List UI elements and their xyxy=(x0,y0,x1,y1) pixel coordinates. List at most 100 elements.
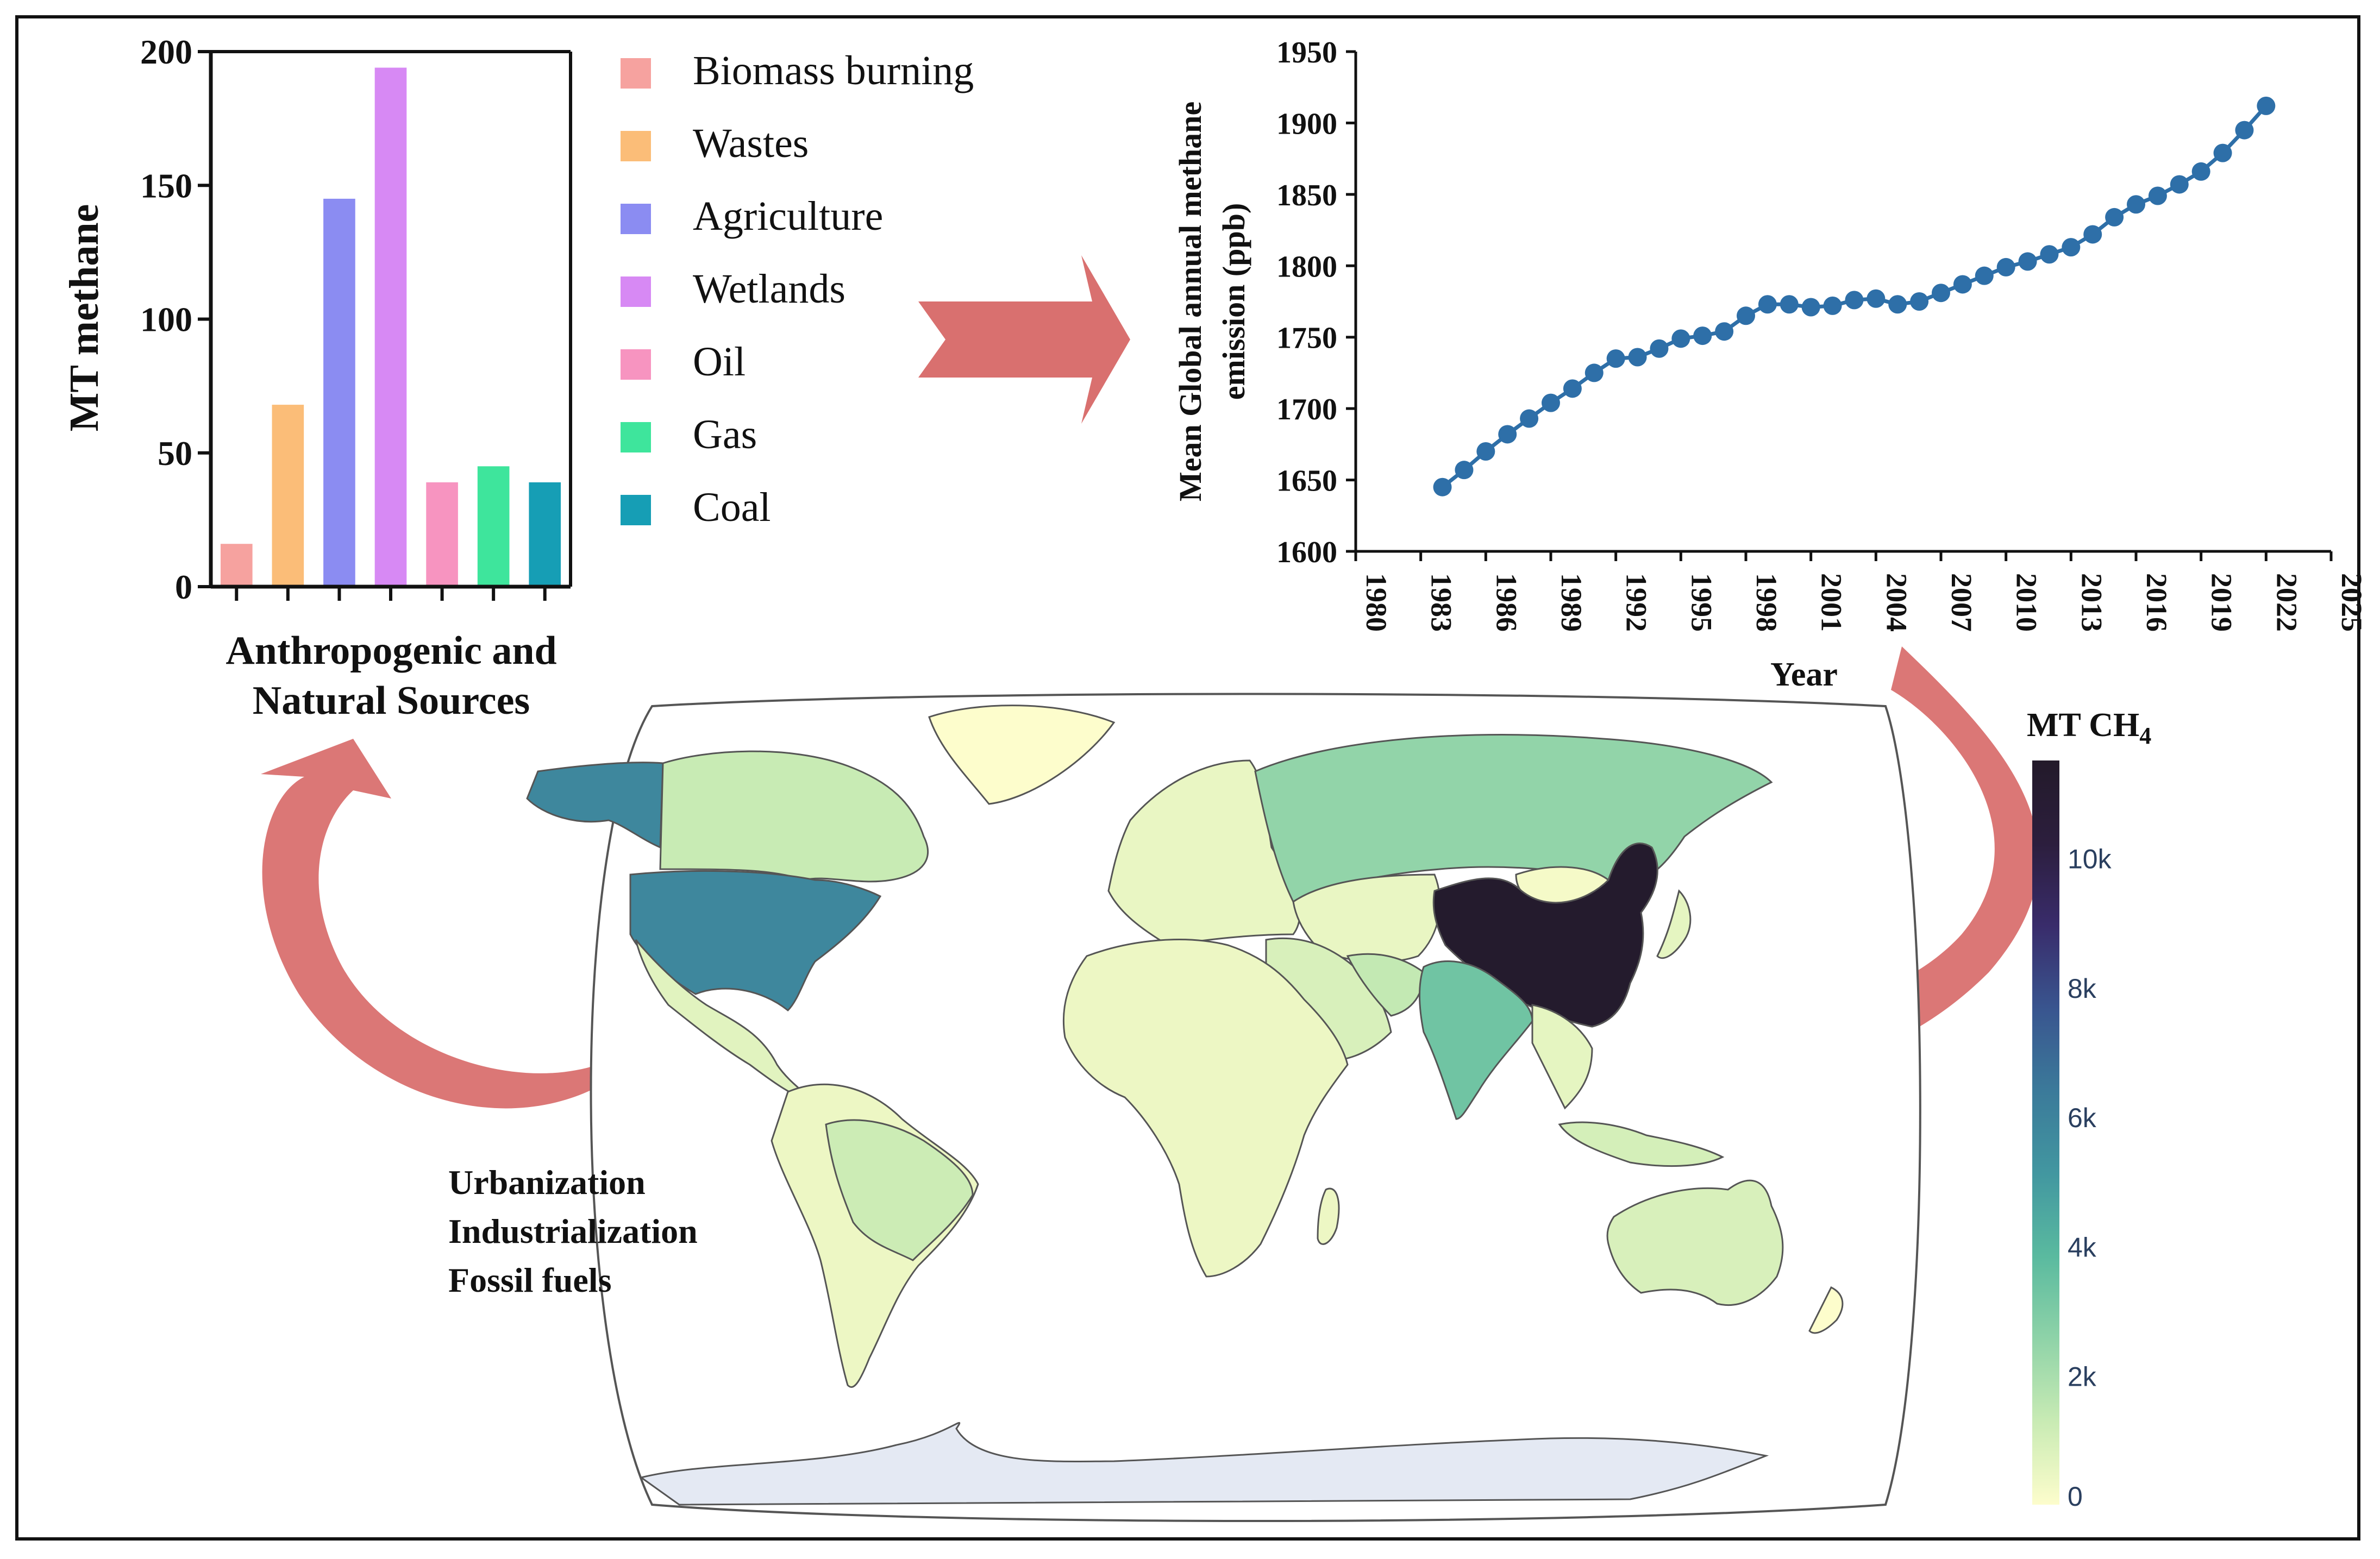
region-japan xyxy=(1656,889,1692,959)
arrow-curved-left xyxy=(261,739,625,1109)
bar-biomass-burning xyxy=(220,544,253,587)
line-x-tick-label: 2007 xyxy=(1945,573,1978,632)
bar-gas xyxy=(477,466,510,587)
map-colorbar: MT CH4 0 2k 4k 6k 8k 10k xyxy=(2027,707,2151,1512)
bar-coal xyxy=(529,482,561,587)
line-y-tick-label: 1850 xyxy=(1276,179,1337,212)
line-y-tick-label: 1750 xyxy=(1276,322,1337,355)
line-y-tick-label: 1600 xyxy=(1276,536,1337,569)
line-point xyxy=(1433,477,1452,496)
line-point xyxy=(1801,298,1820,317)
line-x-axis-label: Year xyxy=(1770,656,1838,693)
line-point xyxy=(1606,349,1625,368)
line-point xyxy=(2127,195,2145,214)
line-point xyxy=(1867,289,1886,308)
legend-label: Biomass burning xyxy=(693,48,974,93)
line-point xyxy=(1910,292,1929,311)
line-point xyxy=(1888,295,1907,314)
arrow-right xyxy=(918,255,1130,424)
bar-y-tick-label: 100 xyxy=(140,300,192,339)
world-map xyxy=(526,693,1921,1522)
line-x-tick-label: 2004 xyxy=(1880,573,1913,632)
region-united-states xyxy=(629,870,882,1012)
colorbar-title: MT CH4 xyxy=(2027,707,2151,749)
bar-y-tick-label: 0 xyxy=(175,568,192,606)
line-point xyxy=(1628,348,1647,367)
region-brazil xyxy=(825,1119,974,1261)
region-africa xyxy=(1062,939,1349,1278)
line-point xyxy=(2191,162,2210,181)
line-x-tick-label: 1992 xyxy=(1620,573,1653,632)
region-new-zealand xyxy=(1808,1286,1844,1334)
line-point xyxy=(1542,393,1560,412)
line-point xyxy=(1823,296,1842,315)
line-x-tick-label: 1986 xyxy=(1490,573,1523,632)
line-x-tick-label: 2013 xyxy=(2075,573,2108,632)
line-point xyxy=(1932,284,1950,303)
region-greenland xyxy=(928,705,1116,805)
region-australia xyxy=(1606,1179,1784,1306)
legend-label: Coal xyxy=(693,485,771,530)
line-point xyxy=(2257,96,2276,115)
driver-urbanization: Urbanization xyxy=(448,1163,646,1202)
bar-wastes xyxy=(272,405,304,587)
colorbar-tick-label: 4k xyxy=(2068,1232,2097,1262)
line-y-tick-label: 1700 xyxy=(1276,393,1337,426)
legend-label: Agriculture xyxy=(693,193,883,239)
line-point xyxy=(1693,326,1712,345)
bar-y-tick-label: 150 xyxy=(140,166,192,205)
legend-swatch xyxy=(621,495,651,525)
line-point xyxy=(1758,295,1777,314)
region-madagascar xyxy=(1317,1187,1340,1245)
bar-oil xyxy=(426,482,458,587)
driver-industrialization: Industrialization xyxy=(448,1212,698,1250)
line-point xyxy=(1715,322,1734,341)
line-y-tick-label: 1800 xyxy=(1276,250,1337,284)
line-point xyxy=(1563,379,1582,398)
line-point xyxy=(2105,208,2124,227)
line-x-tick-label: 2022 xyxy=(2270,573,2303,632)
legend-swatch xyxy=(621,276,651,307)
bar-agriculture xyxy=(323,198,355,587)
line-y-tick-label: 1650 xyxy=(1276,464,1337,498)
line-x-tick-label: 2025 xyxy=(2335,573,2368,632)
driver-fossil-fuels: Fossil fuels xyxy=(448,1261,611,1299)
bar-y-tick-label: 200 xyxy=(140,33,192,71)
line-x-tick-label: 1989 xyxy=(1555,573,1588,632)
line-x-tick-label: 2016 xyxy=(2140,573,2173,632)
legend-label: Wastes xyxy=(693,121,809,166)
bar-legend: Biomass burning Wastes Agriculture Wetlands… xyxy=(621,48,974,530)
line-point xyxy=(1520,409,1539,428)
line-point xyxy=(1455,461,1474,480)
legend-swatch xyxy=(621,349,651,380)
region-iran xyxy=(1346,953,1425,1017)
region-southeast-asia xyxy=(1531,1004,1593,1110)
region-antarctica xyxy=(639,1422,1769,1506)
line-point xyxy=(1996,257,2015,276)
line-point xyxy=(2062,238,2081,257)
line-point xyxy=(1780,295,1799,314)
line-x-tick-label: 2019 xyxy=(2206,573,2238,632)
line-x-tick-label: 1980 xyxy=(1360,573,1393,632)
line-point xyxy=(1845,291,1864,310)
region-indonesia xyxy=(1558,1121,1725,1167)
figure-frame xyxy=(15,15,2360,1541)
line-x-tick-label: 2001 xyxy=(1815,573,1848,632)
line-point xyxy=(2018,252,2037,271)
region-canada xyxy=(659,750,929,883)
line-point xyxy=(2235,121,2254,140)
line-y-tick-label: 1950 xyxy=(1276,36,1337,70)
line-point xyxy=(1476,442,1495,461)
line-point xyxy=(1737,306,1755,325)
legend-label: Wetlands xyxy=(693,266,845,312)
colorbar-tick-label: 6k xyxy=(2068,1103,2097,1133)
region-alaska xyxy=(526,762,664,849)
legend-swatch xyxy=(621,131,651,161)
colorbar-gradient xyxy=(2032,760,2059,1505)
bar-y-tick-label: 50 xyxy=(158,434,192,473)
region-india xyxy=(1419,960,1533,1120)
bar-y-axis-label: MT methane xyxy=(61,204,107,432)
line-point xyxy=(2170,175,2189,194)
drivers-list: Urbanization Industrialization Fossil fu… xyxy=(448,1163,698,1299)
colorbar-tick-label: 2k xyxy=(2068,1362,2097,1392)
